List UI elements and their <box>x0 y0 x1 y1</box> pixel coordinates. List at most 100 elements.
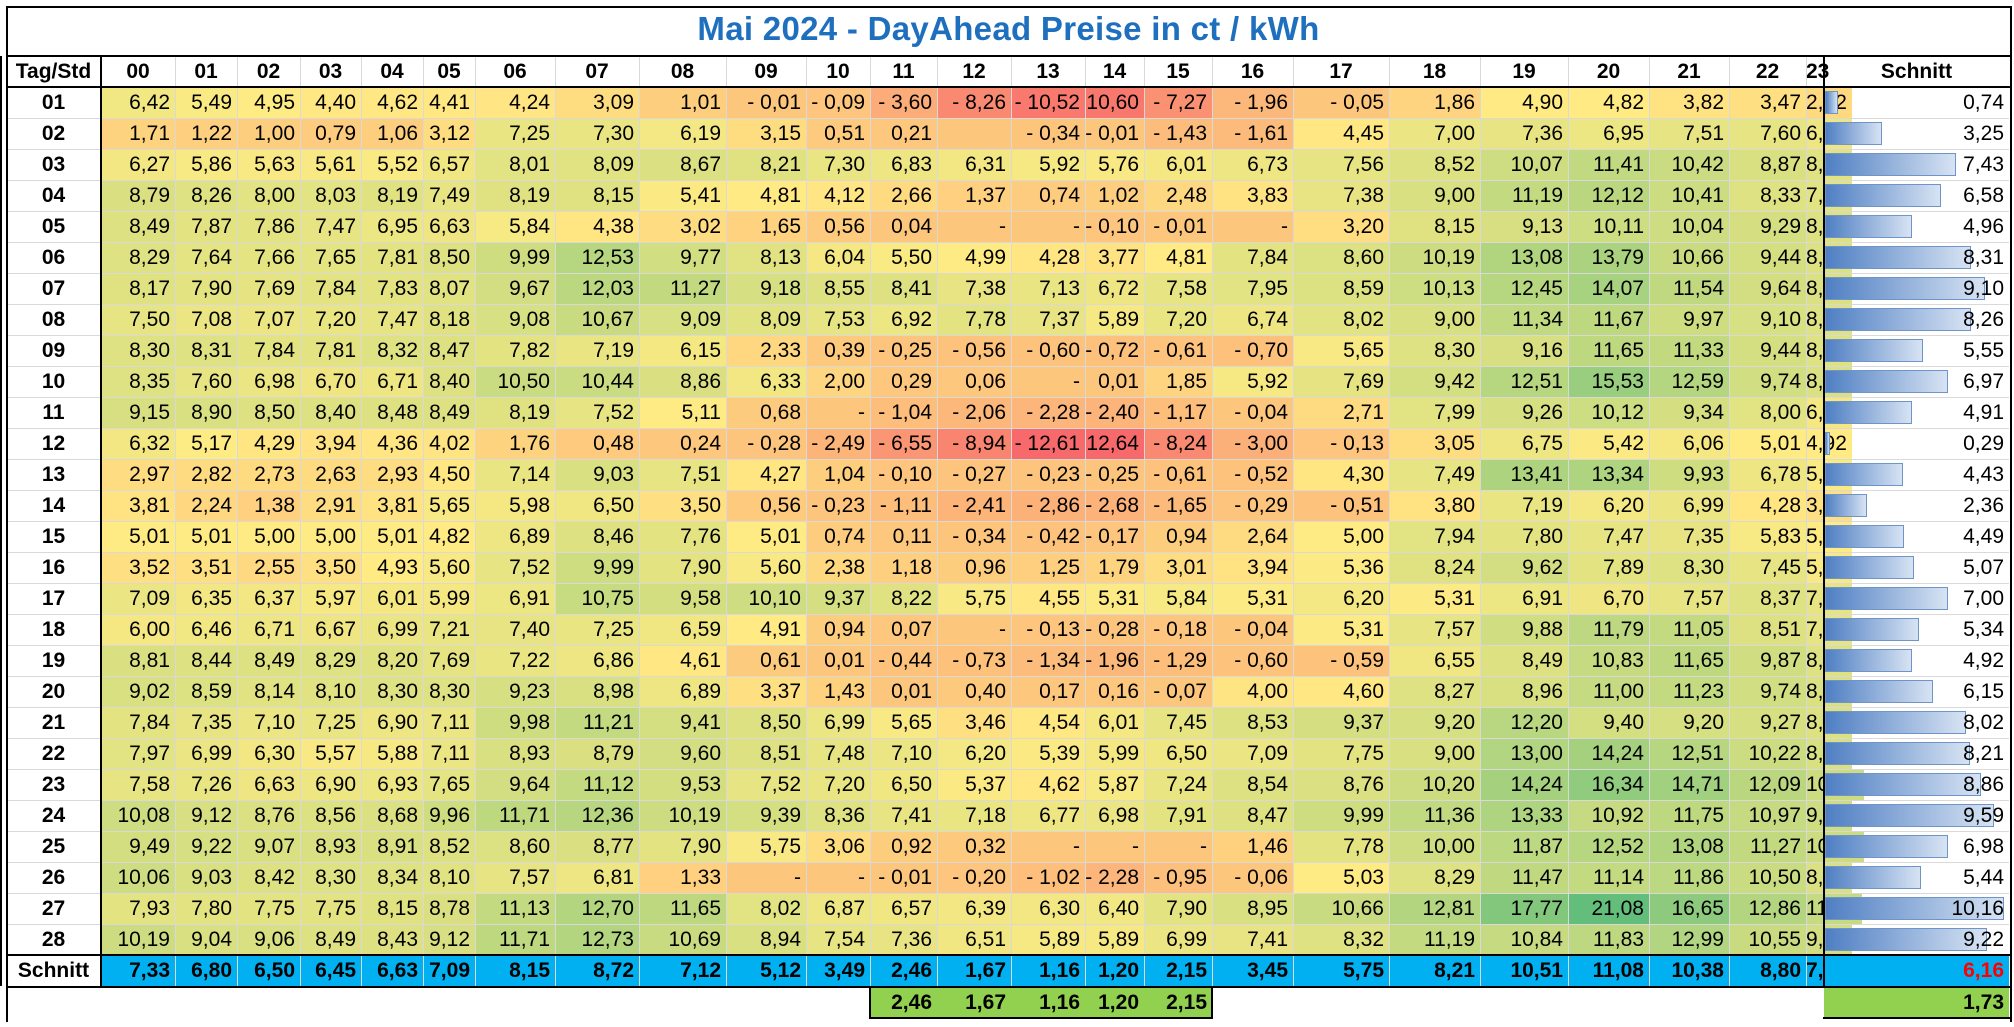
price-cell[interactable]: - 0,42 <box>1011 521 1085 552</box>
price-cell[interactable]: 13,34 <box>1568 459 1649 490</box>
price-cell[interactable]: 6,89 <box>475 521 555 552</box>
price-cell[interactable]: 6,98 <box>237 366 300 397</box>
price-cell[interactable]: 7,54 <box>806 924 870 955</box>
price-cell[interactable]: 12,45 <box>1480 273 1568 304</box>
price-cell[interactable]: - 0,72 <box>1085 335 1144 366</box>
price-cell[interactable]: 6,77 <box>1011 800 1085 831</box>
summary-cell[interactable]: 7,09 <box>423 955 475 986</box>
price-cell[interactable]: 9,03 <box>555 459 639 490</box>
price-cell[interactable]: - 2,28 <box>1011 397 1085 428</box>
price-cell[interactable]: 2,91 <box>300 490 361 521</box>
price-cell[interactable]: 7,14 <box>475 459 555 490</box>
price-cell[interactable]: 6,67 <box>300 614 361 645</box>
price-cell[interactable]: - 2,68 <box>1085 490 1144 521</box>
solar-cell[interactable]: 1,20 <box>1085 987 1144 1018</box>
price-cell[interactable]: 9,99 <box>475 242 555 273</box>
price-cell[interactable]: 8,49 <box>1480 645 1568 676</box>
solar-cell[interactable]: 1,16 <box>1011 987 1085 1018</box>
header-hour[interactable]: 04 <box>380 59 404 83</box>
price-cell[interactable]: 9,12 <box>423 924 475 955</box>
price-cell[interactable]: 9,00 <box>1389 304 1480 335</box>
price-cell[interactable]: 8,07 <box>423 273 475 304</box>
price-cell[interactable]: - 0,18 <box>1144 614 1212 645</box>
price-cell[interactable]: 7,11 <box>423 707 475 738</box>
price-cell[interactable]: 7,10 <box>870 738 937 769</box>
price-cell[interactable]: 7,65 <box>423 769 475 800</box>
summary-cell[interactable]: 1,67 <box>937 955 1011 986</box>
row-average-cell[interactable]: 4,92 <box>1824 645 2009 676</box>
price-cell[interactable]: 1,86 <box>1389 87 1480 118</box>
row-day-label[interactable]: 03 <box>41 152 66 176</box>
price-cell[interactable]: 6,78 <box>1729 459 1806 490</box>
row-day-label[interactable]: 05 <box>41 214 66 238</box>
price-cell[interactable]: 9,93 <box>1649 459 1729 490</box>
header-hour[interactable]: 10 <box>826 59 850 83</box>
price-cell[interactable]: - <box>937 614 1011 645</box>
price-cell[interactable]: 10,50 <box>475 366 555 397</box>
price-cell[interactable]: 7,47 <box>300 211 361 242</box>
row-day-label[interactable]: 21 <box>41 710 66 734</box>
summary-cell[interactable]: 10,51 <box>1480 955 1568 986</box>
price-cell[interactable]: 8,26 <box>175 180 237 211</box>
price-cell[interactable]: 6,83 <box>870 149 937 180</box>
price-cell[interactable]: 9,37 <box>1293 707 1389 738</box>
row-day-label[interactable]: 24 <box>41 803 66 827</box>
price-cell[interactable]: 7,35 <box>1649 521 1729 552</box>
price-cell[interactable]: 10,22 <box>1729 738 1806 769</box>
price-cell[interactable]: 4,45 <box>1293 118 1389 149</box>
price-cell[interactable]: 11,19 <box>1480 180 1568 211</box>
price-cell[interactable]: 7,84 <box>300 273 361 304</box>
row-day-label[interactable]: 13 <box>41 462 66 486</box>
price-cell[interactable]: 4,93 <box>361 552 423 583</box>
price-cell[interactable]: 12,36 <box>555 800 639 831</box>
price-cell[interactable]: 9,20 <box>1389 707 1480 738</box>
summary-cell[interactable]: 7,33 <box>101 955 175 986</box>
price-cell[interactable]: - 2,41 <box>937 490 1011 521</box>
price-cell[interactable]: 1,18 <box>870 552 937 583</box>
price-cell[interactable]: 9,29 <box>1729 211 1806 242</box>
price-cell[interactable]: 7,09 <box>101 583 175 614</box>
price-cell[interactable]: 7,93 <box>101 893 175 924</box>
header-hour[interactable]: 00 <box>126 59 150 83</box>
price-cell[interactable]: 10,66 <box>1649 242 1729 273</box>
price-cell[interactable]: 8,36 <box>806 800 870 831</box>
price-cell[interactable]: 8,20 <box>361 645 423 676</box>
price-cell[interactable]: 10,10 <box>726 583 806 614</box>
row-day-label[interactable]: 08 <box>41 307 66 331</box>
price-cell[interactable] <box>937 118 1011 149</box>
row-day-label[interactable]: 07 <box>41 276 66 300</box>
row-day-label[interactable]: 27 <box>41 896 66 920</box>
price-cell[interactable]: - 1,17 <box>1144 397 1212 428</box>
price-cell[interactable]: - 2,06 <box>937 397 1011 428</box>
price-cell[interactable]: 8,96 <box>1480 676 1568 707</box>
solar-cell[interactable]: 2,46 <box>870 987 937 1018</box>
row-day-label[interactable]: 10 <box>41 369 66 393</box>
header-hour[interactable]: 17 <box>1329 59 1353 83</box>
price-cell[interactable]: 0,01 <box>806 645 870 676</box>
price-cell[interactable]: 3,81 <box>361 490 423 521</box>
price-cell[interactable]: 5,99 <box>1085 738 1144 769</box>
price-cell[interactable]: 9,99 <box>1293 800 1389 831</box>
price-cell[interactable]: 6,95 <box>361 211 423 242</box>
price-cell[interactable]: 8,02 <box>1293 304 1389 335</box>
price-cell[interactable]: 8,01 <box>475 149 555 180</box>
row-average-cell[interactable]: 6,15 <box>1824 676 2009 707</box>
price-cell[interactable]: 5,41 <box>639 180 726 211</box>
summary-cell[interactable]: 3,45 <box>1212 955 1293 986</box>
price-cell[interactable]: - 12,61 <box>1011 428 1085 459</box>
row-average-cell[interactable]: 0,74 <box>1824 87 2009 118</box>
price-cell[interactable]: 4,82 <box>1568 87 1649 118</box>
price-cell[interactable]: 7,38 <box>1293 180 1389 211</box>
price-cell[interactable]: 5,76 <box>1085 149 1144 180</box>
price-cell[interactable]: 5,75 <box>937 583 1011 614</box>
price-cell[interactable]: 4,24 <box>475 87 555 118</box>
price-cell[interactable]: 1,38 <box>237 490 300 521</box>
price-cell[interactable]: 1,46 <box>1212 831 1293 862</box>
price-cell[interactable]: 9,12 <box>175 800 237 831</box>
header-hour[interactable]: 01 <box>194 59 218 83</box>
price-cell[interactable]: 1,25 <box>1011 552 1085 583</box>
price-cell[interactable]: - 0,28 <box>726 428 806 459</box>
price-cell[interactable]: 5,01 <box>101 521 175 552</box>
price-cell[interactable]: - 0,52 <box>1212 459 1293 490</box>
price-cell[interactable]: 6,30 <box>237 738 300 769</box>
